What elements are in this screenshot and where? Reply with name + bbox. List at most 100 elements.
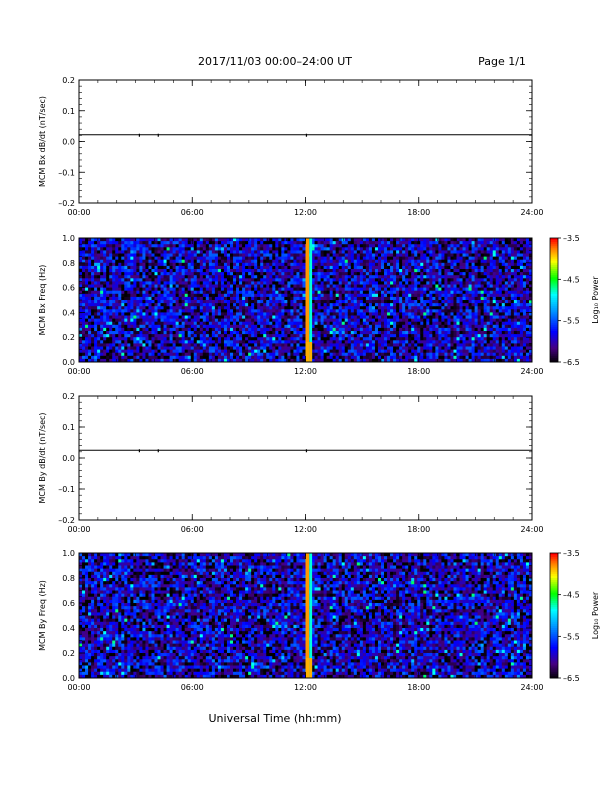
- spectrogram-cell: [414, 334, 418, 338]
- spectrogram-cell: [311, 312, 315, 316]
- spectrogram-cell: [347, 346, 352, 350]
- spectrogram-cell: [263, 281, 267, 285]
- spectrogram-cell: [157, 247, 161, 251]
- spectrogram-cell: [399, 238, 403, 242]
- spectrogram-cell: [323, 321, 328, 326]
- spectrogram-cell: [263, 293, 267, 298]
- spectrogram-cell: [368, 241, 373, 245]
- spectrogram-cell: [399, 315, 403, 319]
- spectrogram-cell: [381, 262, 385, 267]
- spectrogram-cell: [275, 293, 279, 298]
- spectrogram-cell: [438, 247, 442, 251]
- spectrogram-cell: [133, 238, 137, 242]
- spectrogram-cell: [133, 265, 137, 270]
- spectrogram-cell: [287, 309, 291, 313]
- spectrogram-cell: [239, 306, 243, 310]
- spectrogram-cell: [338, 259, 343, 264]
- spectrogram-cell: [82, 334, 86, 338]
- spectrogram-cell: [223, 303, 228, 307]
- spectrogram-cell: [199, 250, 204, 254]
- spectrogram-cell: [245, 324, 249, 329]
- spectrogram-cell: [214, 315, 219, 319]
- spectrogram-cell: [320, 331, 325, 335]
- spectrogram-cell: [121, 296, 125, 301]
- spectrogram-cell: [178, 269, 183, 273]
- spectrogram-cell: [332, 247, 337, 251]
- spectrogram-cell: [205, 340, 210, 344]
- spectrogram-cell: [242, 343, 246, 347]
- spectrogram-cell: [381, 296, 385, 301]
- spectrogram-cell: [242, 306, 246, 310]
- spectrogram-cell: [350, 321, 355, 326]
- spectrogram-cell: [175, 321, 180, 326]
- spectrogram-cell: [130, 265, 134, 270]
- spectrogram-cell: [91, 358, 95, 363]
- spectrogram-cell: [287, 303, 291, 307]
- spectrogram-cell: [320, 247, 325, 251]
- spectrogram-cell: [91, 278, 95, 282]
- spectrogram-cell: [323, 247, 328, 251]
- spectrogram-cell: [217, 303, 222, 307]
- spectrogram-cell: [223, 278, 228, 282]
- spectrogram-cell: [199, 312, 204, 316]
- spectrogram-cell: [242, 358, 246, 363]
- spectrogram-cell: [257, 352, 261, 357]
- spectrogram-cell: [293, 331, 297, 335]
- spectrogram-cell: [211, 334, 216, 338]
- spectrogram-cell: [236, 293, 240, 298]
- spectrogram-cell: [233, 238, 237, 242]
- spectrogram-cell: [411, 343, 415, 347]
- spectrogram-cell: [136, 250, 140, 254]
- spectrogram-cell: [175, 327, 180, 332]
- spectrogram-cell: [332, 358, 337, 363]
- spectrogram-cell: [320, 355, 325, 360]
- spectrogram-cell: [199, 355, 204, 360]
- spectrogram-cell: [251, 346, 255, 350]
- spectrogram-cell: [365, 309, 370, 313]
- spectrogram-cell: [242, 256, 246, 261]
- spectrogram-cell: [290, 284, 294, 288]
- spectrogram-cell: [417, 309, 421, 313]
- spectrogram-cell: [332, 343, 337, 347]
- spectrogram-cell: [151, 349, 155, 354]
- spectrogram-cell: [245, 352, 249, 357]
- spectrogram-cell: [94, 306, 98, 310]
- spectrogram-cell: [124, 355, 128, 360]
- spectrogram-cell: [414, 253, 418, 257]
- spectrogram-cell: [121, 290, 125, 295]
- spectrogram-cell: [344, 303, 349, 307]
- spectrogram-cell: [145, 256, 149, 261]
- spectrogram-cell: [353, 321, 358, 326]
- spectrogram-cell: [402, 238, 406, 242]
- spectrogram-cell: [245, 269, 249, 273]
- spectrogram-cell: [242, 355, 246, 360]
- spectrogram-cell: [426, 244, 430, 248]
- spectrogram-cell: [411, 259, 415, 264]
- spectrogram-cell: [103, 321, 107, 326]
- spectrogram-cell: [211, 337, 216, 341]
- spectrogram-cell: [205, 321, 210, 326]
- spectrogram-cell: [187, 303, 192, 307]
- spectrogram-cell: [236, 318, 240, 323]
- spectrogram-cell: [377, 352, 382, 357]
- spectrogram-cell: [181, 290, 186, 295]
- spectrogram-cell: [390, 352, 394, 357]
- spectrogram-cell: [408, 241, 412, 245]
- spectrogram-cell: [193, 321, 198, 326]
- spectrogram-cell: [332, 284, 337, 288]
- spectrogram-cell: [329, 315, 334, 319]
- spectrogram-cell: [257, 318, 261, 323]
- spectrogram-cell: [374, 324, 379, 329]
- spectrogram-cell: [374, 275, 379, 279]
- spectrogram-cell: [230, 306, 234, 310]
- spectrogram-cell: [94, 309, 98, 313]
- spectrogram-cell: [205, 290, 210, 295]
- spectrogram-cell: [266, 321, 270, 326]
- spectrogram-cell: [239, 253, 243, 257]
- spectrogram-cell: [136, 343, 140, 347]
- spectrogram-cell: [217, 293, 222, 298]
- spectrogram-cell: [438, 259, 442, 264]
- spectrogram-cell: [320, 262, 325, 267]
- spectrogram-cell: [79, 259, 83, 264]
- spectrogram-cell: [94, 352, 98, 357]
